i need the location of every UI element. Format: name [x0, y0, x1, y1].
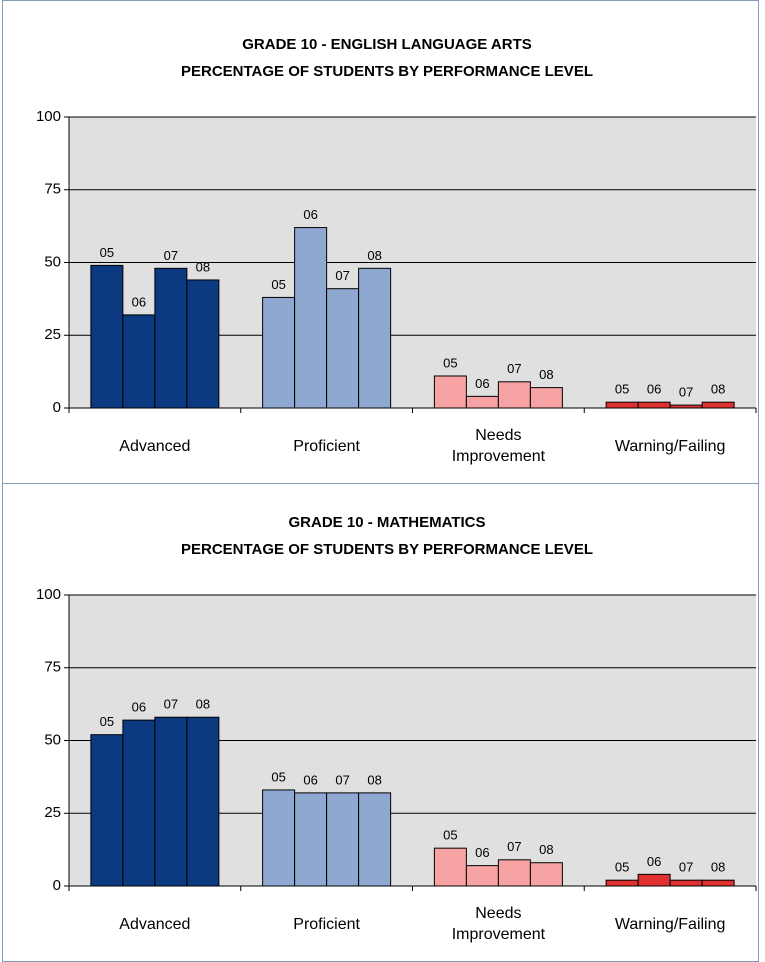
y-tick-label: 0: [53, 399, 61, 416]
bar: [497, 381, 531, 409]
y-tick-label: 75: [44, 659, 61, 676]
y-tick-label: 75: [44, 181, 61, 198]
bar: [605, 879, 639, 887]
bar-label: 08: [539, 367, 553, 382]
bar: [186, 279, 220, 409]
bar-label: 06: [647, 382, 661, 397]
bar-label: 05: [100, 245, 114, 260]
y-tick-label: 100: [36, 108, 61, 125]
bar-label: 07: [335, 772, 349, 787]
bar: [529, 862, 563, 887]
x-tick-label: Proficient: [293, 916, 360, 933]
y-tick-label: 100: [36, 586, 61, 603]
bar: [605, 401, 639, 409]
y-tick-label: 50: [44, 731, 61, 748]
x-tick-label: Needs Improvement: [451, 905, 546, 943]
chart-panel: GRADE 10 - ENGLISH LANGUAGE ARTS PERCENTA…: [2, 0, 759, 484]
bar: [358, 267, 392, 409]
bar: [669, 879, 703, 887]
bar-label: 06: [475, 845, 489, 860]
bar-label: 05: [443, 828, 457, 843]
bar-label: 08: [196, 697, 210, 712]
bar-label: 06: [647, 854, 661, 869]
bar: [326, 792, 360, 887]
bar-label: 07: [679, 860, 693, 875]
bar: [294, 227, 328, 409]
bar: [262, 296, 296, 409]
chart: GRADE 10 - ENGLISH LANGUAGE ARTS PERCENTA…: [36, 36, 757, 416]
bar-label: 07: [164, 697, 178, 712]
bar-label: 07: [335, 268, 349, 283]
bar: [122, 719, 156, 887]
bar-label: 07: [679, 385, 693, 400]
bar: [465, 395, 499, 409]
bar: [637, 873, 671, 887]
bar: [637, 401, 671, 409]
bar-label: 08: [367, 248, 381, 263]
bar-label: 08: [367, 772, 381, 787]
x-tick-label: Proficient: [293, 438, 360, 455]
bar-label: 05: [615, 382, 629, 397]
bar: [529, 387, 563, 409]
bar: [497, 859, 531, 887]
bar: [154, 267, 188, 409]
bar-label: 05: [100, 714, 114, 729]
x-tick-label: Needs Improvement: [451, 427, 546, 465]
bar: [262, 789, 296, 887]
bar-label: 08: [539, 842, 553, 857]
bar: [701, 879, 735, 887]
bar: [294, 792, 328, 887]
x-tick-label: Advanced: [119, 438, 191, 455]
bar: [433, 375, 467, 409]
bar: [122, 314, 156, 409]
chart-title: GRADE 10 - MATHEMATICS: [289, 514, 486, 531]
bar: [433, 847, 467, 887]
bar: [90, 734, 124, 887]
bar: [465, 865, 499, 887]
chart-panel: GRADE 10 - MATHEMATICS PERCENTAGE OF STUD…: [2, 483, 759, 962]
bar-label: 06: [132, 294, 146, 309]
bar-label: 06: [475, 376, 489, 391]
y-tick-label: 0: [53, 877, 61, 894]
y-tick-label: 25: [44, 326, 61, 343]
bar: [701, 401, 735, 409]
x-tick-label: Warning/Failing: [614, 438, 726, 455]
bar-label: 05: [271, 277, 285, 292]
bar-label: 05: [615, 860, 629, 875]
bar-label: 06: [303, 207, 317, 222]
chart-title: GRADE 10 - ENGLISH LANGUAGE ARTS: [242, 36, 531, 53]
bar-label: 05: [443, 355, 457, 370]
y-tick-label: 50: [44, 253, 61, 270]
bar-label: 06: [303, 772, 317, 787]
chart-subtitle: PERCENTAGE OF STUDENTS BY PERFORMANCE LE…: [181, 63, 593, 80]
bar: [90, 264, 124, 409]
chart: GRADE 10 - MATHEMATICS PERCENTAGE OF STUD…: [36, 514, 757, 894]
y-tick-label: 25: [44, 804, 61, 821]
chart-subtitle: PERCENTAGE OF STUDENTS BY PERFORMANCE LE…: [181, 541, 593, 558]
bar: [358, 792, 392, 887]
bar-label: 06: [132, 700, 146, 715]
bar: [326, 288, 360, 409]
bar-label: 08: [711, 382, 725, 397]
bar: [154, 716, 188, 887]
bar-label: 08: [711, 860, 725, 875]
x-tick-label: Advanced: [119, 916, 191, 933]
x-tick-label: Warning/Failing: [614, 916, 726, 933]
bar-label: 07: [164, 248, 178, 263]
bar: [186, 716, 220, 887]
bar-label: 07: [507, 361, 521, 376]
bar-label: 07: [507, 839, 521, 854]
bar-label: 08: [196, 259, 210, 274]
bar-label: 05: [271, 769, 285, 784]
